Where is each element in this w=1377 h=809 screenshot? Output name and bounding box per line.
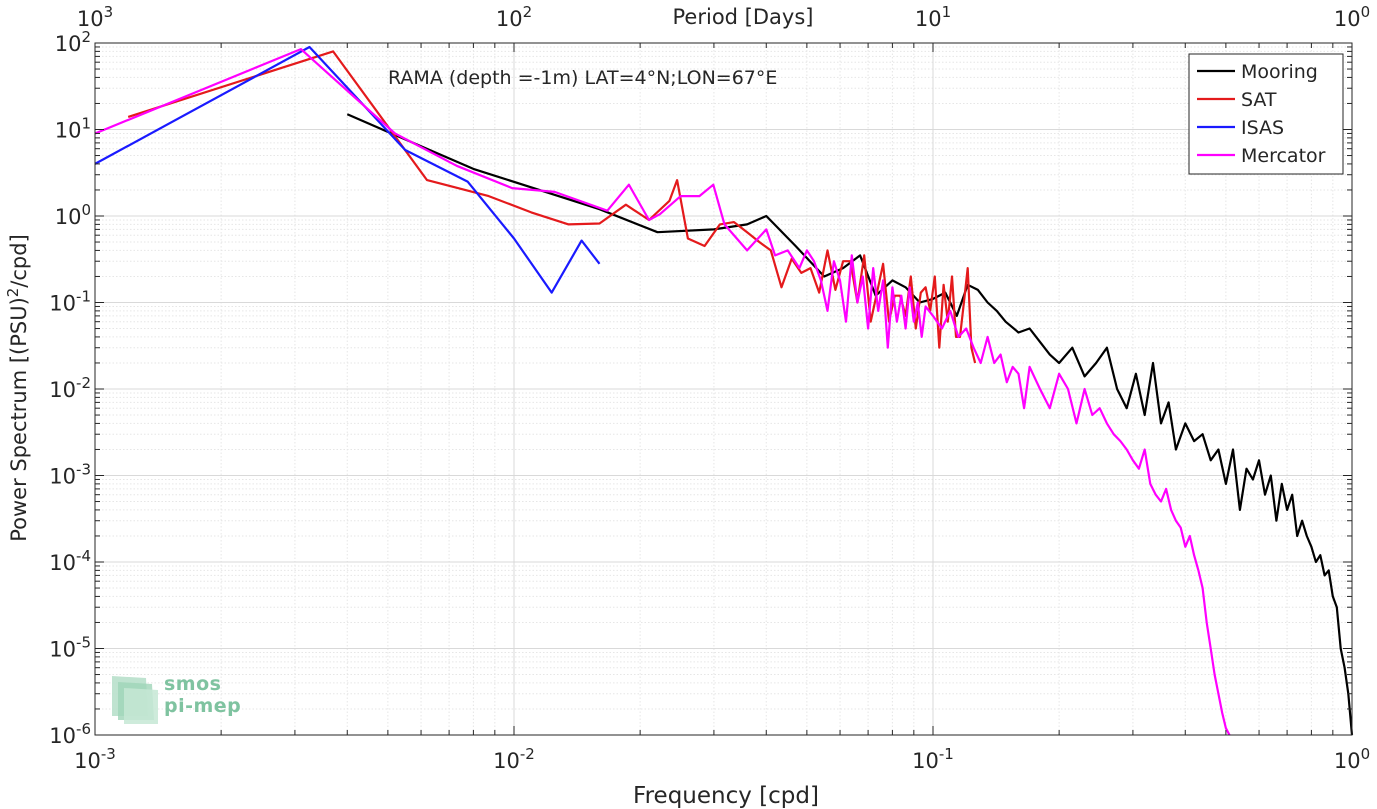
y-tick-label: 10-4	[49, 547, 91, 575]
y-tick-label: 10-3	[49, 461, 91, 489]
x-tick-label: 100	[1334, 745, 1370, 773]
legend-label-mooring: Mooring	[1241, 61, 1318, 83]
y-tick-label: 102	[55, 28, 91, 56]
series-line-isas	[94, 45, 601, 294]
y-tick-label: 100	[55, 201, 91, 229]
axis-ticks	[94, 42, 1353, 736]
minor-grid	[95, 43, 1352, 735]
logo-mark-icon	[112, 676, 158, 724]
legend-label-isas: ISAS	[1241, 117, 1284, 139]
series-line-mooring	[346, 113, 1354, 736]
y-tick-label: 10-1	[49, 288, 91, 316]
top-tick-label: 101	[915, 3, 951, 31]
y-tick-label: 101	[55, 115, 91, 143]
chart-title: RAMA (depth =-1m) LAT=4°N;LON=67°E	[388, 67, 777, 89]
y-tick-label: 10-5	[49, 634, 91, 662]
legend-label-sat: SAT	[1241, 89, 1277, 111]
top-axis-label: Period [Days]	[673, 5, 814, 29]
x-tick-label: 10-2	[493, 745, 535, 773]
y-tick-label: 10-6	[49, 720, 91, 748]
logo-text-pi-mep: pi-mep	[164, 695, 242, 717]
x-tick-label: 10-3	[74, 745, 116, 773]
legend: Mooring SAT ISAS Mercator	[1188, 53, 1344, 175]
smos-pi-mep-logo: smos pi-mep	[110, 672, 250, 726]
y-axis-label: Power Spectrum [(PSU)2/cpd]	[4, 234, 31, 542]
legend-label-mercator: Mercator	[1241, 145, 1326, 167]
top-tick-label: 103	[77, 3, 113, 31]
x-tick-label: 10-1	[912, 745, 954, 773]
x-axis-label: Frequency [cpd]	[633, 783, 819, 809]
y-tick-label: 10-2	[49, 374, 91, 402]
logo-text-smos: smos	[164, 673, 222, 695]
top-tick-label: 102	[496, 3, 532, 31]
major-grid	[94, 42, 1353, 736]
top-tick-label: 100	[1334, 3, 1370, 31]
series-line-sat	[127, 50, 977, 364]
series-line-mercator	[94, 47, 1231, 736]
series-layer	[94, 45, 1354, 736]
